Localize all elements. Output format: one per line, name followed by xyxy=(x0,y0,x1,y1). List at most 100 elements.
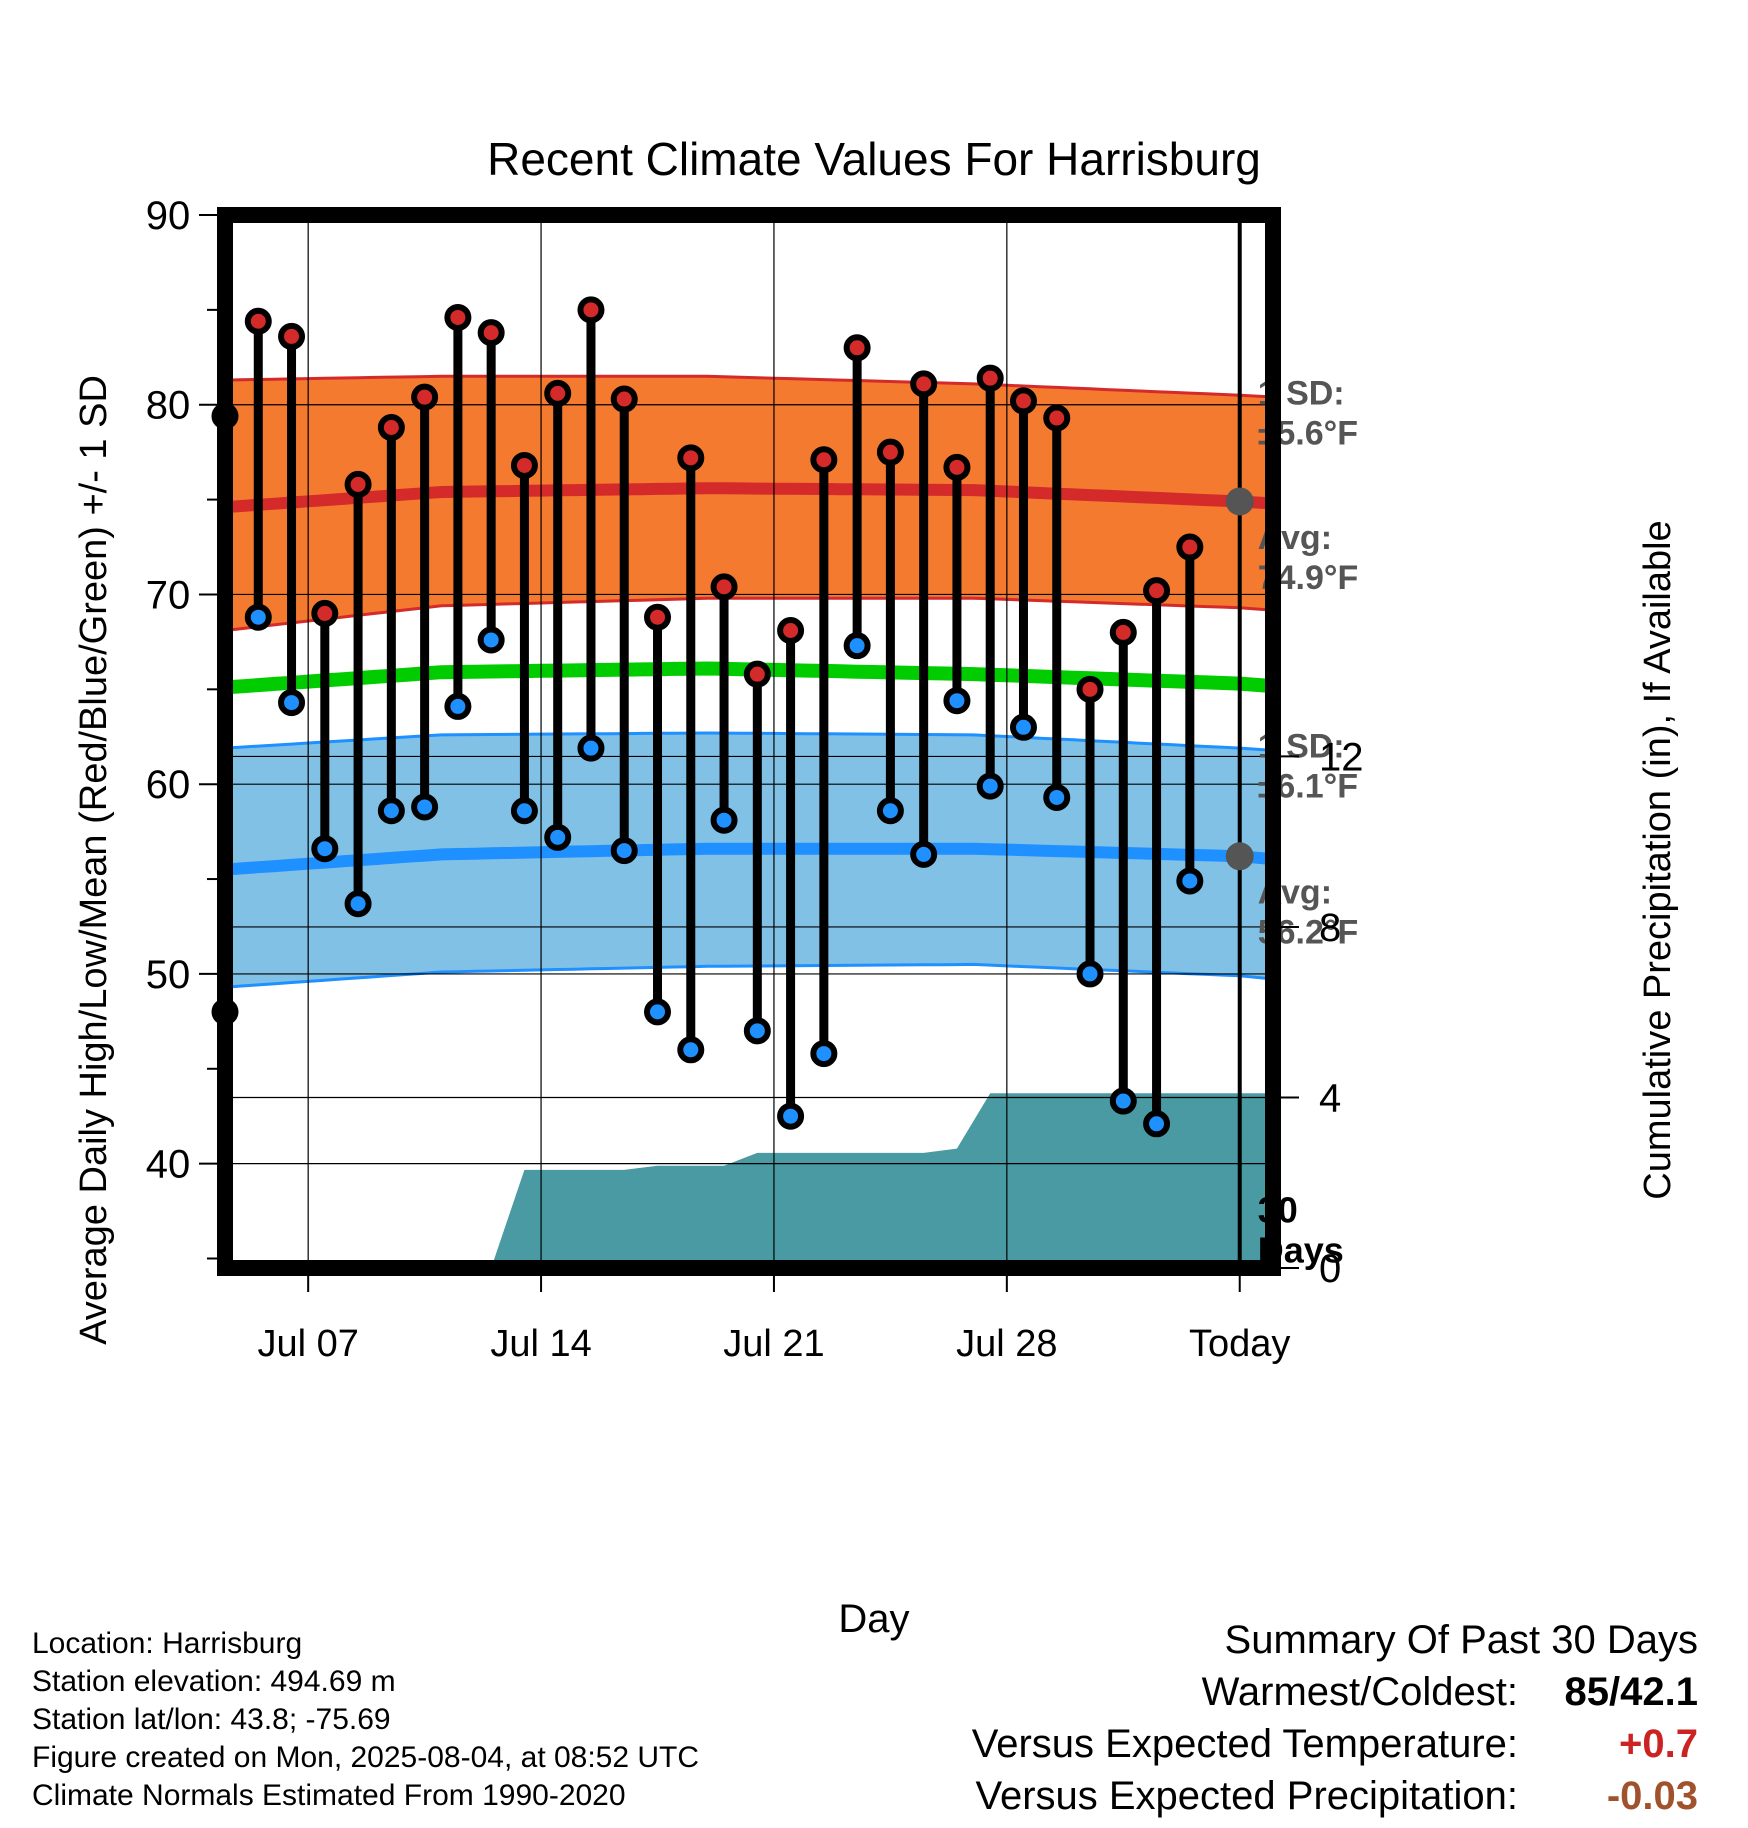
y-tick-label: 40 xyxy=(146,1143,191,1187)
y-axis-label: Average Daily High/Low/Mean (Red/Blue/Gr… xyxy=(73,375,115,1345)
daily-high-point xyxy=(644,603,672,631)
chart-title: Recent Climate Values For Harrisburg xyxy=(487,133,1261,185)
low-sd-band xyxy=(225,733,1273,988)
daily-low-point xyxy=(777,1102,805,1130)
daily-high-point xyxy=(510,451,538,479)
daily-low-point xyxy=(311,835,339,863)
daily-low-point xyxy=(810,1040,838,1068)
location-text: Location: Harrisburg xyxy=(32,1627,303,1660)
daily-high-point xyxy=(1109,618,1137,646)
plot-frame xyxy=(217,207,1281,1276)
daily-high-point xyxy=(244,307,272,335)
daily-low-point xyxy=(843,632,871,660)
high-sd-upper-line xyxy=(224,374,1274,399)
daily-high-point xyxy=(444,303,472,331)
y-tick-label: 90 xyxy=(146,194,191,238)
daily-low-point xyxy=(344,890,372,918)
daily-high-point xyxy=(1043,404,1071,432)
daily-low-point xyxy=(1176,867,1204,895)
daily-high-point xyxy=(976,364,1004,392)
summary-temp-row: Versus Expected Temperature: +0.7 xyxy=(972,1722,1698,1767)
high-sd-lower-line xyxy=(224,596,1274,632)
daily-high-point xyxy=(1143,577,1171,605)
summary-warmest-label: Warmest/Coldest: xyxy=(1201,1670,1518,1714)
daily-low-point xyxy=(677,1036,705,1064)
daily-low-point xyxy=(1143,1110,1171,1138)
daily-low-point xyxy=(477,626,505,654)
daily-high-point xyxy=(544,379,572,407)
summary-panel: Summary Of Past 30 Days Warmest/Coldest:… xyxy=(878,1618,1698,1828)
daily-low-point xyxy=(411,793,439,821)
daily-low-point xyxy=(1043,783,1071,811)
daily-high-point xyxy=(743,660,771,688)
normal-low-line xyxy=(224,842,1274,876)
summary-precip-value: -0.03 xyxy=(1606,1774,1698,1818)
x-tick-label: Jul 07 xyxy=(257,1323,358,1365)
precipitation-area xyxy=(491,1093,1273,1268)
summary-warmest-row: Warmest/Coldest: 85/42.1 xyxy=(1202,1670,1698,1715)
daily-high-point xyxy=(1176,533,1204,561)
x-axis-label: Day xyxy=(838,1597,909,1641)
daily-high-point xyxy=(610,385,638,413)
low-sd-upper-line xyxy=(224,731,1274,752)
summary-title: Summary Of Past 30 Days xyxy=(1224,1618,1698,1662)
daily-low-point xyxy=(876,797,904,825)
daily-low-point xyxy=(710,806,738,834)
daily-high-point xyxy=(411,383,439,411)
elevation-text: Station elevation: 494.69 m xyxy=(32,1665,396,1698)
y2-tick-label: 8 xyxy=(1319,906,1341,950)
summary-temp-value: +0.7 xyxy=(1619,1722,1698,1766)
daily-high-point xyxy=(943,453,971,481)
daily-low-point xyxy=(610,837,638,865)
normal-high-line xyxy=(224,482,1274,514)
y-tick-label: 80 xyxy=(146,384,191,428)
daily-low-point xyxy=(644,998,672,1026)
y-tick-label: 50 xyxy=(146,953,191,997)
x-tick-label: Today xyxy=(1189,1323,1290,1365)
today-low-avg-marker xyxy=(1225,842,1254,871)
daily-low-point xyxy=(510,797,538,825)
daily-high-point xyxy=(1076,675,1104,703)
daily-high-point xyxy=(577,296,605,324)
daily-high-point xyxy=(278,322,306,350)
daily-high-point xyxy=(1009,387,1037,415)
high-sd-band xyxy=(225,376,1273,631)
normals-text: Climate Normals Estimated From 1990-2020 xyxy=(32,1779,626,1812)
daily-high-point xyxy=(377,413,405,441)
created-text: Figure created on Mon, 2025-08-04, at 08… xyxy=(32,1741,700,1774)
daily-low-point xyxy=(743,1017,771,1045)
latlon-text: Station lat/lon: 43.8; -75.69 xyxy=(32,1703,391,1736)
daily-low-point xyxy=(976,772,1004,800)
y2-axis-label: Cumulative Precipitation (in), If Availa… xyxy=(1637,520,1679,1199)
daily-low-point xyxy=(244,603,272,631)
daily-low-point xyxy=(377,797,405,825)
x-tick-label: Jul 14 xyxy=(490,1323,591,1365)
daily-low-point xyxy=(943,687,971,715)
today-high-avg-marker xyxy=(1225,487,1254,516)
daily-low-point xyxy=(1009,713,1037,741)
daily-low-point xyxy=(577,734,605,762)
daily-high-point xyxy=(910,370,938,398)
daily-low-point xyxy=(910,840,938,868)
daily-high-point xyxy=(344,470,372,498)
station-metadata: Location: Harrisburg Station elevation: … xyxy=(32,1625,699,1815)
daily-high-point xyxy=(710,573,738,601)
summary-precip-row: Versus Expected Precipitation: -0.03 xyxy=(975,1774,1698,1819)
x-tick-label: Jul 28 xyxy=(956,1323,1057,1365)
x-tick-label: Jul 21 xyxy=(723,1323,824,1365)
y-tick-label: 70 xyxy=(146,573,191,617)
daily-low-point xyxy=(1109,1087,1137,1115)
daily-high-point xyxy=(311,599,339,627)
y2-tick-label: 4 xyxy=(1319,1076,1341,1120)
daily-high-point xyxy=(477,319,505,347)
y-tick-label: 60 xyxy=(146,763,191,807)
daily-low-point xyxy=(278,689,306,717)
daily-low-point xyxy=(544,823,572,851)
daily-low-point xyxy=(444,692,472,720)
daily-low-point xyxy=(1076,960,1104,988)
y2-tick-label: 0 xyxy=(1319,1247,1341,1291)
daily-high-point xyxy=(876,438,904,466)
summary-precip-label: Versus Expected Precipitation: xyxy=(975,1774,1518,1818)
